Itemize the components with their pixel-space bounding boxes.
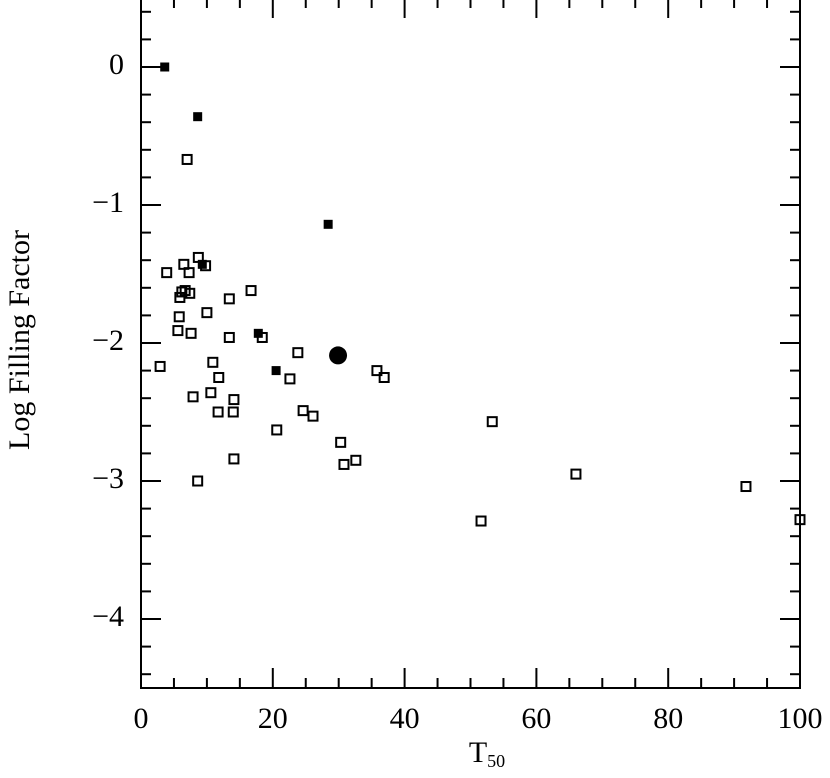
point — [173, 311, 185, 323]
point — [223, 331, 235, 343]
point — [192, 475, 204, 487]
y-tick-label: −2 — [92, 324, 124, 357]
point — [183, 267, 195, 279]
point — [172, 325, 184, 337]
x-axis-label-sub: 50 — [487, 751, 505, 771]
point — [212, 406, 224, 418]
point — [245, 285, 257, 297]
point — [570, 468, 582, 480]
x-tick-label: 60 — [521, 702, 551, 735]
point — [297, 405, 309, 417]
x-tick-label: 40 — [390, 702, 420, 735]
point — [271, 424, 283, 436]
point — [185, 327, 197, 339]
point — [213, 372, 225, 383]
point — [201, 307, 213, 319]
point — [329, 346, 348, 365]
point — [228, 394, 240, 406]
point — [200, 260, 212, 272]
point — [350, 454, 362, 466]
x-tick-label: 20 — [258, 702, 288, 735]
point — [176, 286, 188, 298]
point — [486, 416, 498, 428]
point — [184, 287, 196, 299]
point — [794, 514, 806, 526]
point — [335, 436, 347, 448]
y-tick-label: −3 — [92, 462, 124, 495]
point — [323, 219, 333, 229]
point — [371, 365, 383, 377]
point — [207, 356, 219, 368]
y-tick-label: 0 — [109, 48, 124, 81]
y-tick-label: −4 — [92, 600, 124, 633]
point — [475, 515, 487, 527]
point — [154, 360, 166, 372]
x-tick-label: 80 — [653, 702, 683, 735]
point — [197, 259, 207, 269]
point — [307, 410, 319, 422]
plot-frame — [140, 0, 801, 689]
point — [228, 453, 240, 465]
point — [740, 481, 752, 493]
point — [161, 267, 173, 279]
x-tick-label: 0 — [134, 702, 149, 735]
y-axis-label: Log Filling Factor — [3, 230, 36, 450]
point — [271, 366, 281, 376]
point — [227, 406, 239, 418]
point — [181, 153, 193, 165]
point — [160, 62, 170, 72]
x-axis-label: T50 — [469, 736, 505, 771]
point — [338, 458, 350, 470]
point — [256, 331, 268, 343]
x-tick-label: 100 — [778, 702, 823, 735]
point — [193, 112, 203, 122]
x-axis-label-main: T — [469, 736, 487, 769]
point — [192, 251, 204, 263]
point — [223, 293, 235, 305]
point — [292, 347, 304, 359]
point — [205, 387, 217, 399]
point — [187, 391, 199, 403]
y-tick-label: −1 — [92, 186, 124, 219]
point — [284, 373, 296, 385]
point — [378, 372, 390, 383]
